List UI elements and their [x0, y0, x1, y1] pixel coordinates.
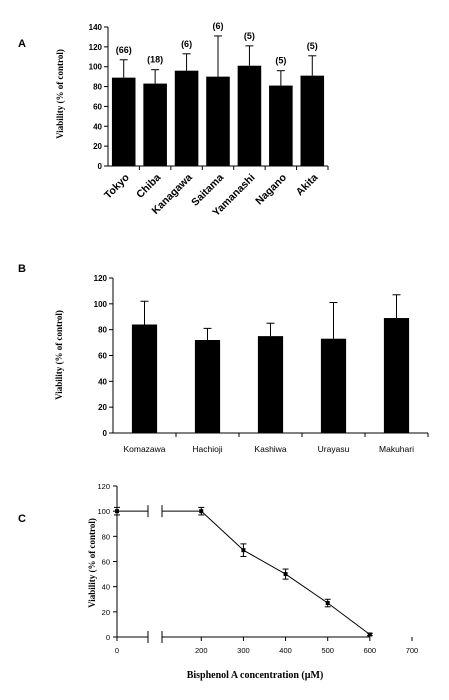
chart-a-bar: [174, 70, 199, 166]
chart-c-y-tick-label: 80: [102, 532, 110, 541]
chart-c-y-tick-label: 120: [97, 482, 110, 491]
chart-a-y-tick-label: 100: [89, 63, 103, 72]
chart-a: Viability (% of control) 0 20 40 60 80 100 120…: [55, 21, 329, 219]
chart-a-n-label: (18): [147, 55, 163, 65]
chart-a-bar: [111, 77, 136, 166]
chart-c-series-line: [200, 510, 244, 551]
chart-b-category-label: Urayasu: [318, 444, 350, 454]
chart-c-series-line: [327, 602, 371, 635]
chart-a-category-label: Tokyo: [102, 172, 132, 202]
chart-c-y-tick-label: 40: [102, 583, 110, 592]
chart-a-n-label: (6): [213, 21, 224, 31]
chart-a-category-label: Akita: [294, 172, 321, 199]
chart-a-n-label: (6): [181, 39, 192, 49]
chart-b: Viability (% of control) 0 20 40 60 80 100 120…: [54, 274, 429, 454]
chart-b-y-tick-label: 120: [94, 274, 108, 283]
chart-b-y-tick-label: 40: [98, 377, 107, 386]
chart-a-y-axis-label: Viability (% of control): [55, 49, 65, 139]
chart-b-y-tick-label: 80: [98, 326, 107, 335]
panel-label-c: C: [18, 513, 26, 525]
chart-c-y-tick-label: 100: [97, 507, 110, 516]
chart-c-data-point: [367, 632, 372, 637]
chart-b-y-tick-label: 60: [98, 352, 107, 361]
chart-b-bar: [194, 340, 221, 433]
panel-label-b: B: [18, 263, 26, 275]
chart-a-n-label: (66): [116, 45, 132, 55]
chart-c-series-line: [285, 573, 328, 604]
chart-c-y-tick-label: 20: [102, 608, 110, 617]
chart-c-data-point: [283, 572, 288, 577]
chart-c-data-point: [241, 548, 246, 553]
chart-a-y-tick-label: 40: [93, 122, 102, 131]
chart-b-category-label: Komazawa: [123, 444, 165, 454]
chart-b-category-label: Hachioji: [192, 444, 222, 454]
chart-c-series-line: [243, 549, 286, 575]
panel-label-a: A: [18, 38, 26, 50]
chart-b-bar: [131, 324, 158, 433]
chart-a-y-tick-label: 140: [89, 23, 103, 32]
chart-c-x-tick-label: 300: [237, 646, 250, 655]
chart-c-y-tick-label: 60: [102, 558, 110, 567]
chart-c-data-point: [115, 509, 119, 514]
chart-b-y-tick-label: 20: [98, 403, 107, 412]
chart-a-bar: [143, 83, 167, 166]
chart-a-bar: [237, 65, 262, 166]
chart-b-y-axis-label: Viability (% of control): [54, 310, 64, 400]
chart-b-bar: [383, 318, 410, 433]
chart-c-x-tick-label: 700: [406, 646, 419, 655]
chart-c: Viability (% of control) Bisphenol A con…: [87, 482, 418, 681]
chart-b-bar: [257, 336, 284, 433]
chart-c-x-tick-label: 600: [364, 646, 377, 655]
chart-c-data-point: [199, 509, 204, 514]
chart-a-category-label: Nagano: [253, 172, 289, 208]
chart-c-data-point: [325, 601, 330, 606]
chart-a-y-tick-label: 0: [98, 162, 103, 171]
chart-a-n-label: (5): [244, 31, 255, 41]
chart-a-y-tick-label: 120: [89, 43, 103, 52]
chart-c-x-axis-label: Bisphenol A concentration (µM): [187, 670, 324, 681]
chart-a-y-tick-label: 80: [93, 83, 102, 92]
chart-c-y-tick-label: 0: [106, 633, 110, 642]
chart-a-n-label: (5): [275, 56, 286, 66]
chart-a-bar: [269, 85, 293, 166]
chart-a-y-tick-label: 20: [93, 142, 102, 151]
chart-c-x-tick-label: 400: [279, 646, 292, 655]
chart-a-bar: [206, 76, 230, 166]
chart-b-bar: [320, 338, 347, 433]
chart-b-category-label: Makuhari: [379, 444, 414, 454]
chart-b-y-tick-label: 0: [103, 429, 108, 438]
chart-a-n-label: (5): [307, 41, 318, 51]
chart-c-y-axis-label: Viability (% of control): [87, 518, 97, 608]
chart-a-y-tick-label: 60: [93, 102, 102, 111]
chart-c-x-tick-label: 200: [195, 646, 208, 655]
chart-c-x-tick-label: 500: [321, 646, 334, 655]
chart-b-category-label: Kashiwa: [254, 444, 286, 454]
chart-a-bar: [300, 75, 325, 166]
chart-c-x-tick-label: 0: [115, 646, 119, 655]
chart-a-category-label: Chiba: [134, 172, 163, 201]
chart-b-y-tick-label: 100: [94, 300, 108, 309]
